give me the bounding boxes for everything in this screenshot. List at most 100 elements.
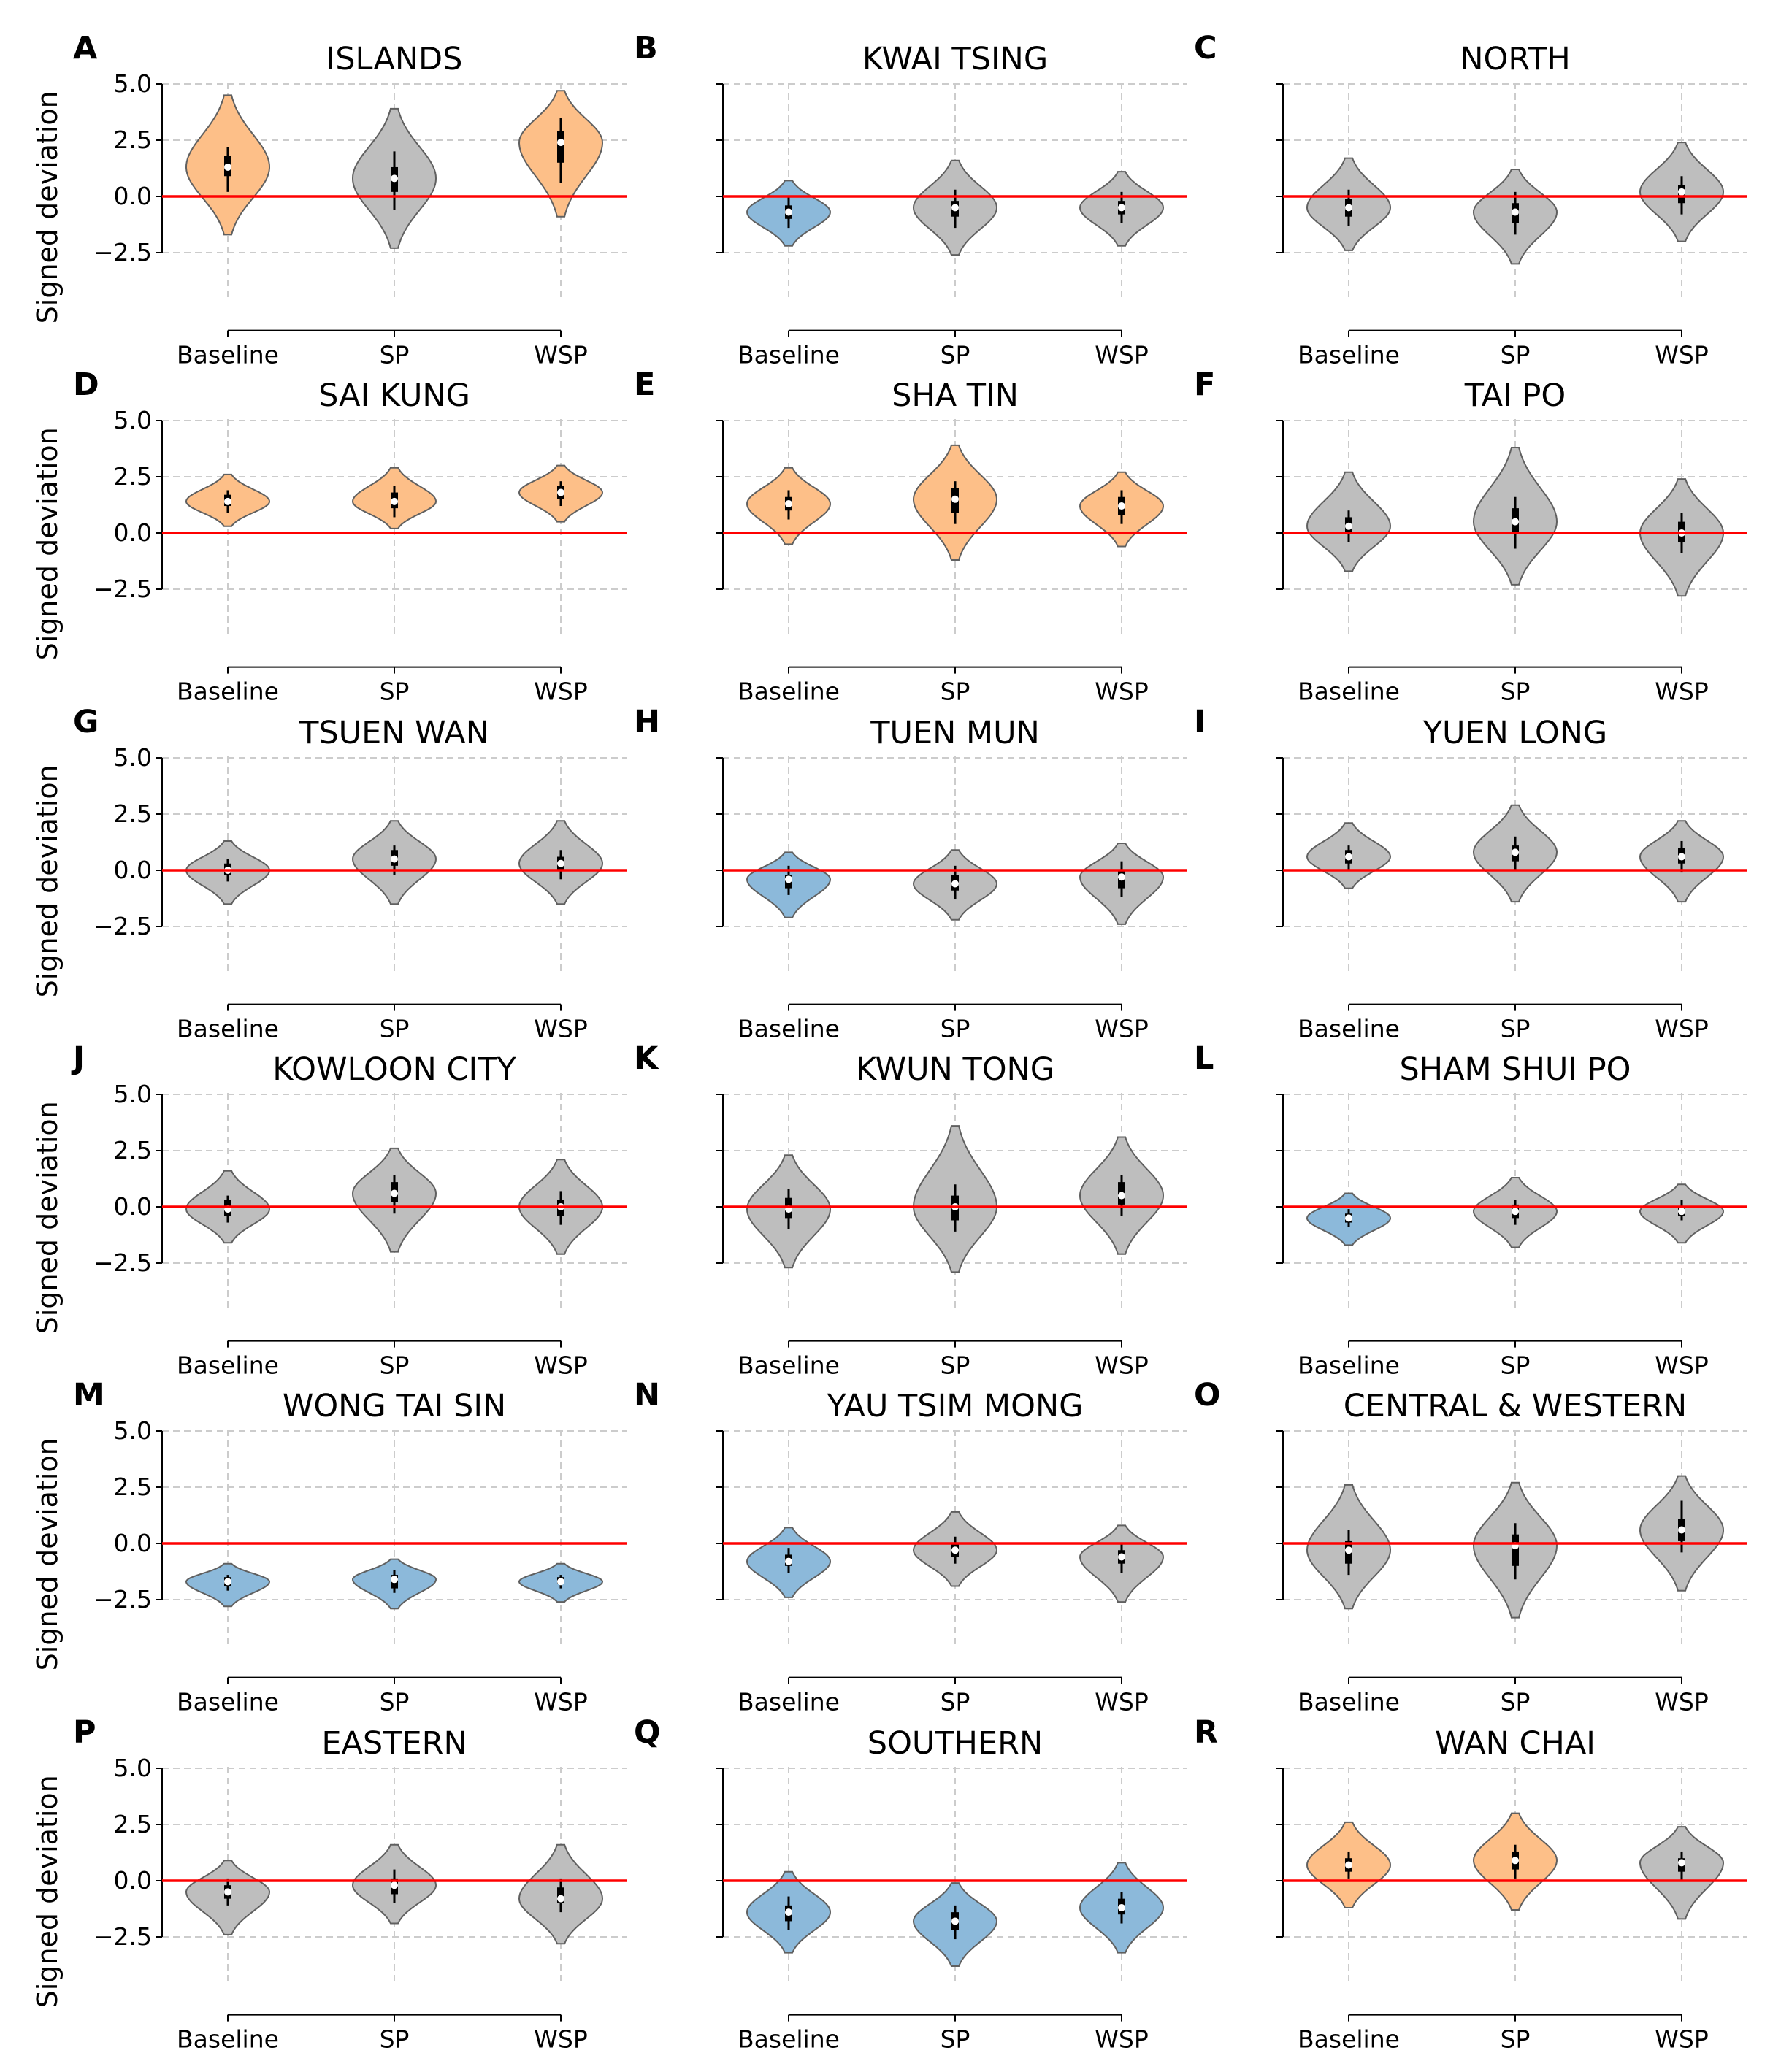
panel-o: O CENTRAL & WESTERN Baseline SP WSP	[1194, 1377, 1747, 1716]
panel-title: TUEN MUN	[870, 715, 1039, 751]
violin-median-dot	[785, 1557, 792, 1565]
x-tick-label: SP	[380, 1688, 410, 1716]
x-tick-label: Baseline	[177, 1688, 279, 1716]
panel-a: A ISLANDS 5.0 2.5 0.0 −2.5 Baseline SP WSP Signed…	[31, 30, 627, 369]
x-tick-label: WSP	[1655, 341, 1708, 369]
panel-title: KWAI TSING	[862, 41, 1048, 77]
x-tick-label: SP	[941, 1015, 970, 1043]
panel-title: TAI PO	[1464, 377, 1566, 414]
x-tick-label: Baseline	[177, 1351, 279, 1380]
violin-median-dot	[1118, 873, 1125, 881]
y-axis-label: Signed deviation	[31, 1101, 64, 1334]
panel-i: I YUEN LONG Baseline SP WSP	[1194, 704, 1747, 1043]
panel-g: G TSUEN WAN 5.0 2.5 0.0 −2.5 Baseline SP WSP Sign…	[31, 704, 627, 1043]
x-tick-label: Baseline	[177, 678, 279, 706]
x-tick-label: WSP	[1655, 678, 1708, 706]
violin-median-dot	[1118, 1192, 1125, 1200]
violin-iqr-box	[1512, 1534, 1519, 1566]
violin-median-dot	[951, 1917, 959, 1925]
panel-letter: M	[73, 1377, 104, 1413]
y-axis-label: Signed deviation	[31, 764, 64, 997]
violin-iqr-box	[557, 131, 564, 163]
violin-median-dot	[1118, 204, 1125, 212]
panel-letter: R	[1194, 1714, 1218, 1751]
violin-median-dot	[1345, 1861, 1352, 1869]
panel-p: P EASTERN 5.0 2.5 0.0 −2.5 Baseline SP WSP Signed…	[31, 1714, 627, 2054]
panel-title: YAU TSIM MONG	[827, 1388, 1084, 1424]
violin-median-dot	[557, 488, 564, 496]
violin-median-dot	[1345, 1214, 1352, 1222]
panel-b: B KWAI TSING Baseline SP WSP	[634, 30, 1187, 369]
y-tick-label: 2.5	[114, 1136, 152, 1164]
x-tick-label: Baseline	[738, 1688, 840, 1716]
y-tick-label: 5.0	[114, 406, 152, 434]
violin-median-dot	[1345, 853, 1352, 861]
panel-letter: N	[634, 1377, 660, 1413]
violin-median-dot	[951, 495, 959, 503]
y-tick-label: 0.0	[114, 1866, 152, 1895]
violin-median-dot	[391, 855, 398, 863]
x-tick-label: WSP	[1655, 1015, 1708, 1043]
violin-median-dot	[1512, 518, 1519, 526]
x-tick-label: SP	[941, 1351, 970, 1380]
x-tick-label: WSP	[1655, 2025, 1708, 2054]
violin-median-dot	[951, 880, 959, 888]
violin-median-dot	[1512, 1857, 1519, 1865]
x-tick-label: WSP	[1095, 2025, 1148, 2054]
violin-median-dot	[391, 1189, 398, 1197]
y-tick-label: 0.0	[114, 182, 152, 210]
panel-letter: P	[73, 1714, 96, 1751]
violin-median-dot	[391, 1576, 398, 1584]
x-tick-label: Baseline	[1298, 1351, 1400, 1380]
violin-median-dot	[1512, 1208, 1519, 1216]
panel-title: SHAM SHUI PO	[1399, 1051, 1631, 1088]
x-tick-label: SP	[1501, 678, 1531, 706]
panel-title: SOUTHERN	[867, 1725, 1043, 1762]
x-tick-label: WSP	[1095, 678, 1148, 706]
panel-d: D SAI KUNG 5.0 2.5 0.0 −2.5 Baseline SP WSP Signe…	[31, 367, 627, 706]
violin-median-dot	[951, 204, 959, 212]
panel-letter: D	[73, 367, 99, 403]
x-tick-label: Baseline	[1298, 1015, 1400, 1043]
panel-letter: E	[634, 367, 655, 403]
y-tick-label: −2.5	[93, 1248, 152, 1277]
panel-title: ISLANDS	[326, 41, 463, 77]
x-tick-label: Baseline	[1298, 2025, 1400, 2054]
violin-median-dot	[224, 497, 231, 505]
y-tick-label: −2.5	[93, 912, 152, 940]
panel-title: KWUN TONG	[856, 1051, 1054, 1088]
violin-median-dot	[785, 875, 792, 883]
y-tick-label: −2.5	[93, 238, 152, 266]
violin-median-dot	[951, 1546, 959, 1554]
panel-c: C NORTH Baseline SP WSP	[1194, 30, 1747, 369]
panel-letter: I	[1194, 704, 1206, 740]
panel-title: SAI KUNG	[318, 377, 470, 414]
y-tick-label: 5.0	[114, 1416, 152, 1445]
y-tick-label: 5.0	[114, 743, 152, 772]
x-tick-label: SP	[941, 678, 970, 706]
x-tick-label: WSP	[1655, 1351, 1708, 1380]
x-tick-label: SP	[380, 1015, 410, 1043]
violin-median-dot	[557, 1578, 564, 1586]
x-tick-label: WSP	[534, 678, 587, 706]
violin-median-dot	[224, 163, 231, 171]
panel-j: J KOWLOON CITY 5.0 2.5 0.0 −2.5 Baseline SP WSP S…	[31, 1040, 627, 1380]
violin-median-dot	[1512, 848, 1519, 856]
panel-letter: O	[1194, 1377, 1221, 1413]
y-tick-label: 2.5	[114, 1810, 152, 1838]
x-tick-label: WSP	[534, 1688, 587, 1716]
violin-median-dot	[1118, 1903, 1125, 1911]
violin-median-dot	[224, 1888, 231, 1896]
x-tick-label: Baseline	[738, 2025, 840, 2054]
violin-median-dot	[557, 1895, 564, 1903]
y-tick-label: 2.5	[114, 126, 152, 154]
x-tick-label: SP	[1501, 1351, 1531, 1380]
x-tick-label: WSP	[534, 1015, 587, 1043]
x-tick-label: SP	[1501, 341, 1531, 369]
panel-q: Q SOUTHERN Baseline SP WSP	[634, 1714, 1187, 2054]
violin-median-dot	[1345, 522, 1352, 530]
panel-title: CENTRAL & WESTERN	[1344, 1388, 1687, 1424]
panel-letter: F	[1194, 367, 1215, 403]
violin-median-dot	[1678, 1526, 1685, 1534]
y-axis-label: Signed deviation	[31, 1775, 64, 2008]
